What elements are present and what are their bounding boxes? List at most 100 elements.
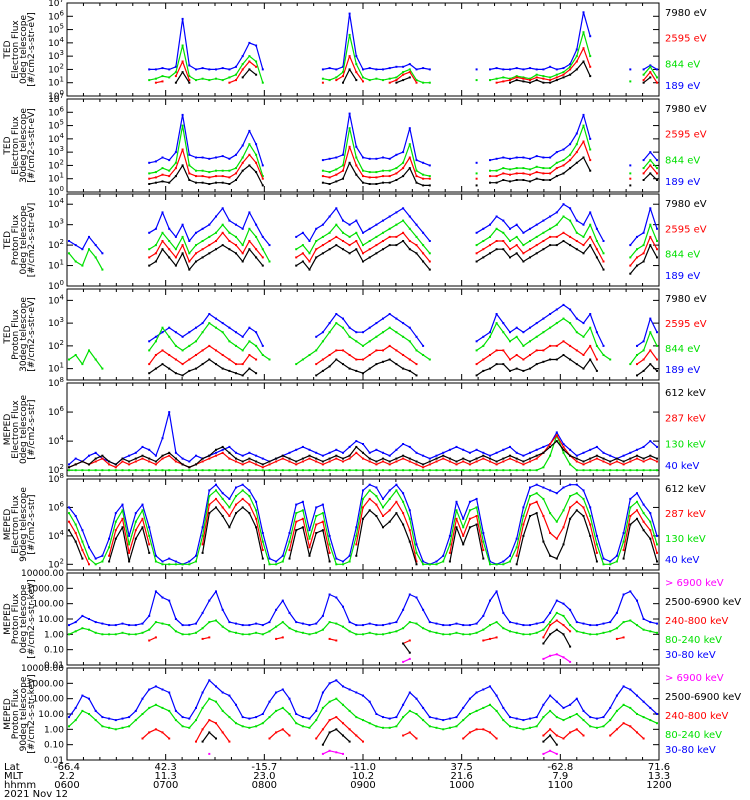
data-point [435,726,438,729]
data-point [656,256,658,259]
data-point [261,354,264,356]
data-point [308,354,311,356]
data-point [435,460,438,463]
bottom-hhmm-value: 1000 [449,780,474,791]
data-point [315,460,318,463]
data-point [502,80,505,83]
data-point [375,235,378,238]
data-point [362,169,364,172]
data-point [582,47,585,50]
data-point [221,223,224,226]
data-point [656,159,658,162]
data-point [221,67,224,70]
legend-entry: 2500-6900 keV [665,692,741,703]
data-point [241,55,244,58]
data-point [201,240,204,242]
data-point [575,697,578,700]
data-point [415,713,418,715]
y-tick-exponent: 4 [60,197,65,205]
data-point [522,76,525,79]
data-point [288,457,291,460]
data-point [328,183,331,185]
data-point [656,248,658,251]
data-point [422,627,425,630]
data-point [195,469,197,472]
y-axis-title-line: [#/cm2-s-str-eV] [27,12,37,87]
data-point [388,358,391,361]
data-point [228,157,231,160]
data-point [555,151,558,154]
data-point [408,529,411,532]
data-point [502,448,505,451]
data-point [315,374,318,377]
data-point [248,164,251,167]
data-point [656,167,658,170]
bottom-mlt-value: 13.3 [648,771,670,782]
data-point [529,717,531,720]
data-point [74,532,77,534]
data-point [348,68,351,71]
data-point [255,622,258,625]
data-point [402,167,405,170]
data-point [569,235,572,238]
data-point [589,326,592,329]
data-point [295,503,298,506]
data-point [255,235,258,238]
data-point [408,691,411,694]
data-point [362,633,364,636]
data-point [174,331,177,334]
data-point [555,175,558,178]
data-point [248,211,251,214]
data-point [562,73,565,76]
series-line [148,354,658,376]
data-point [502,167,505,170]
data-point [148,543,151,546]
data-point [569,645,572,648]
data-point [188,633,191,636]
data-point [328,231,331,234]
data-point [268,630,271,633]
data-point [128,725,131,728]
data-point [575,460,578,463]
data-point [642,503,645,506]
data-point [555,743,558,746]
data-point [328,215,331,218]
data-point [235,331,237,334]
data-point [415,563,418,566]
y-axis-title-line: MEPED [3,603,13,635]
data-point [188,717,191,720]
data-point [348,223,351,226]
data-point [529,180,531,183]
data-point [201,363,204,366]
data-point [636,492,638,495]
data-point [335,223,338,226]
data-point [529,495,531,498]
data-point [375,157,378,160]
data-point [321,77,324,80]
data-point [629,469,632,472]
data-point [328,551,331,554]
data-point [368,700,371,703]
data-point [168,68,171,71]
data-point [562,543,565,546]
data-point [235,223,237,226]
data-point [308,268,311,271]
y-tick-label: 103 [48,218,64,231]
data-point [582,506,585,509]
data-point [295,630,298,633]
data-point [495,313,498,315]
data-point [168,76,171,79]
data-point [649,469,652,472]
data-point [402,454,405,457]
data-point [342,349,344,352]
data-point [128,716,131,719]
data-point [515,631,518,634]
data-point [368,248,371,251]
data-point [335,622,338,625]
data-point [235,451,237,454]
data-point [495,694,498,697]
data-point [629,688,632,691]
data-point [195,231,197,234]
data-point [328,354,331,356]
data-point [368,240,371,242]
